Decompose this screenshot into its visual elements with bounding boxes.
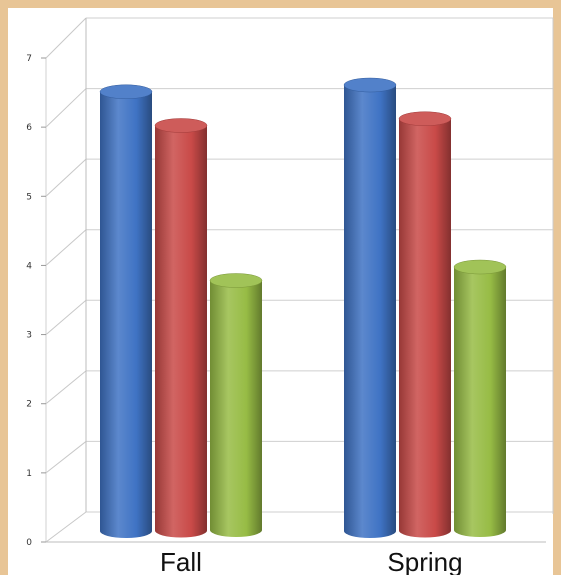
- gridline-diagonal: [45, 370, 87, 405]
- labels-layer: 0 1 2 3 4 5 6 7 Fall Spring: [26, 54, 462, 575]
- y-tick-label: 7: [26, 54, 32, 64]
- gridline-diagonal: [45, 88, 87, 128]
- y-tick-label: 3: [26, 331, 32, 341]
- bars-layer: [99, 77, 507, 539]
- y-tick-label: 2: [26, 400, 32, 410]
- bar-cap: [154, 118, 208, 133]
- bar-body: [454, 267, 506, 537]
- bar-cap: [343, 77, 397, 93]
- bar-spring-2: [398, 111, 452, 538]
- gridline-diagonal: [45, 229, 87, 266]
- bar-body: [344, 85, 396, 539]
- y-tick-label: 1: [26, 469, 32, 479]
- x-category-label: Spring: [387, 547, 462, 575]
- bar-spring-3: [453, 259, 507, 537]
- y-tick-label: 5: [26, 192, 32, 202]
- gridline-diagonal: [45, 17, 87, 59]
- bar-body: [155, 125, 207, 538]
- y-tick-label: 6: [26, 123, 32, 133]
- bar-spring-1: [343, 77, 397, 539]
- axis-layer: [41, 18, 554, 543]
- y-tick-label: 4: [26, 261, 32, 271]
- bar-body: [100, 91, 152, 539]
- bar-fall-3: [209, 273, 263, 537]
- bar-fall-2: [154, 118, 208, 538]
- bar-body: [399, 118, 451, 538]
- bar-cap: [398, 111, 452, 126]
- bar-cap: [453, 259, 507, 275]
- y-tick-label: 0: [26, 538, 32, 548]
- gridline-diagonal: [45, 441, 87, 474]
- bar-body: [210, 280, 262, 537]
- x-category-label: Fall: [160, 547, 202, 575]
- gridline-diagonal: [45, 158, 87, 197]
- bar-fall-1: [99, 84, 153, 539]
- bar-cap: [209, 273, 263, 288]
- gridline-diagonal: [45, 511, 87, 543]
- gridline-diagonal: [45, 299, 87, 335]
- bar-cap: [99, 84, 153, 100]
